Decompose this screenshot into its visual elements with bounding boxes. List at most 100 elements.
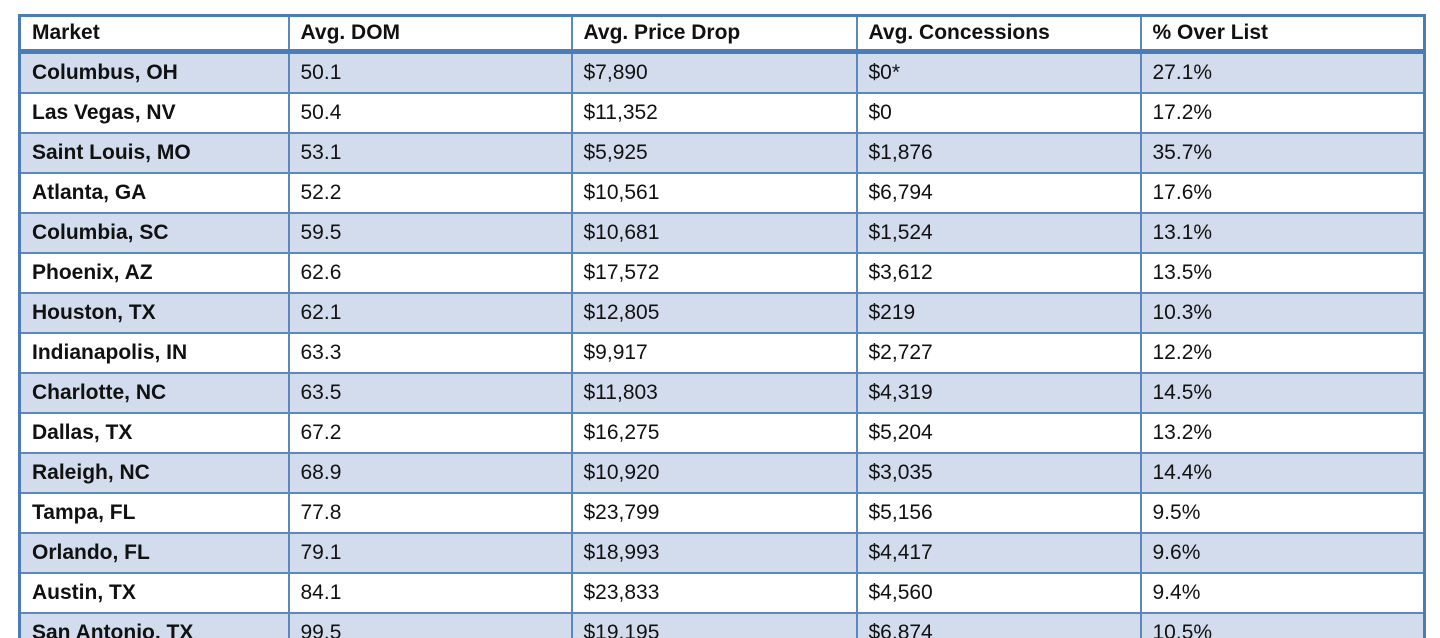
value-cell: 53.1: [287, 132, 573, 174]
value-cell: $0*: [855, 50, 1142, 94]
value-cell: $10,561: [570, 172, 858, 214]
value-cell: $4,560: [855, 572, 1142, 614]
value-cell: 99.5: [287, 612, 573, 638]
value-cell: $18,993: [570, 532, 858, 574]
value-cell: $1,876: [855, 132, 1142, 174]
value-cell: $4,319: [855, 372, 1142, 414]
value-cell: 13.1%: [1139, 212, 1426, 254]
table-row: Tampa, FL 77.8 $23,799 $5,156 9.5%: [18, 492, 1426, 534]
table-row: Columbus, OH 50.1 $7,890 $0* 27.1%: [18, 50, 1426, 94]
value-cell: $11,352: [570, 92, 858, 134]
value-cell: 79.1: [287, 532, 573, 574]
table-row: Dallas, TX 67.2 $16,275 $5,204 13.2%: [18, 412, 1426, 454]
market-cell: Tampa, FL: [18, 492, 290, 534]
table-row: Raleigh, NC 68.9 $10,920 $3,035 14.4%: [18, 452, 1426, 494]
value-cell: 14.4%: [1139, 452, 1426, 494]
value-cell: $4,417: [855, 532, 1142, 574]
market-cell: Houston, TX: [18, 292, 290, 334]
value-cell: 9.6%: [1139, 532, 1426, 574]
table-row: Las Vegas, NV 50.4 $11,352 $0 17.2%: [18, 92, 1426, 134]
value-cell: 63.5: [287, 372, 573, 414]
value-cell: 63.3: [287, 332, 573, 374]
column-header-avg-dom: Avg. DOM: [287, 14, 573, 54]
value-cell: 67.2: [287, 412, 573, 454]
market-cell: Saint Louis, MO: [18, 132, 290, 174]
value-cell: 68.9: [287, 452, 573, 494]
market-cell: Columbia, SC: [18, 212, 290, 254]
market-cell: Indianapolis, IN: [18, 332, 290, 374]
header-row: Market Avg. DOM Avg. Price Drop Avg. Conces…: [18, 14, 1426, 54]
value-cell: 9.5%: [1139, 492, 1426, 534]
table-row: Austin, TX 84.1 $23,833 $4,560 9.4%: [18, 572, 1426, 614]
value-cell: 14.5%: [1139, 372, 1426, 414]
column-header-market: Market: [18, 14, 290, 54]
value-cell: $2,727: [855, 332, 1142, 374]
value-cell: $3,612: [855, 252, 1142, 294]
value-cell: $219: [855, 292, 1142, 334]
value-cell: $11,803: [570, 372, 858, 414]
table-row: Atlanta, GA 52.2 $10,561 $6,794 17.6%: [18, 172, 1426, 214]
table-row: Saint Louis, MO 53.1 $5,925 $1,876 35.7%: [18, 132, 1426, 174]
value-cell: $16,275: [570, 412, 858, 454]
column-header-avg-price-drop: Avg. Price Drop: [570, 14, 858, 54]
value-cell: 17.2%: [1139, 92, 1426, 134]
table-row: Indianapolis, IN 63.3 $9,917 $2,727 12.2%: [18, 332, 1426, 374]
value-cell: 35.7%: [1139, 132, 1426, 174]
table-row: Phoenix, AZ 62.6 $17,572 $3,612 13.5%: [18, 252, 1426, 294]
value-cell: 17.6%: [1139, 172, 1426, 214]
value-cell: 10.3%: [1139, 292, 1426, 334]
value-cell: $1,524: [855, 212, 1142, 254]
value-cell: $10,920: [570, 452, 858, 494]
value-cell: 27.1%: [1139, 50, 1426, 94]
market-cell: Columbus, OH: [18, 50, 290, 94]
value-cell: $7,890: [570, 50, 858, 94]
value-cell: 10.5%: [1139, 612, 1426, 638]
value-cell: $19,195: [570, 612, 858, 638]
market-cell: Austin, TX: [18, 572, 290, 614]
market-metrics-table: Market Avg. DOM Avg. Price Drop Avg. Conces…: [18, 14, 1426, 638]
table-row: Houston, TX 62.1 $12,805 $219 10.3%: [18, 292, 1426, 334]
value-cell: 13.5%: [1139, 252, 1426, 294]
value-cell: $6,874: [855, 612, 1142, 638]
value-cell: $23,799: [570, 492, 858, 534]
value-cell: $17,572: [570, 252, 858, 294]
value-cell: 12.2%: [1139, 332, 1426, 374]
value-cell: 52.2: [287, 172, 573, 214]
market-cell: Las Vegas, NV: [18, 92, 290, 134]
value-cell: $9,917: [570, 332, 858, 374]
column-header-avg-concessions: Avg. Concessions: [855, 14, 1142, 54]
market-cell: Dallas, TX: [18, 412, 290, 454]
value-cell: $6,794: [855, 172, 1142, 214]
table-body: Columbus, OH 50.1 $7,890 $0* 27.1% Las Vegas,…: [18, 50, 1426, 638]
value-cell: 50.4: [287, 92, 573, 134]
value-cell: 62.1: [287, 292, 573, 334]
value-cell: $5,925: [570, 132, 858, 174]
market-cell: Orlando, FL: [18, 532, 290, 574]
market-cell: Phoenix, AZ: [18, 252, 290, 294]
market-cell: Charlotte, NC: [18, 372, 290, 414]
market-cell: San Antonio, TX: [18, 612, 290, 638]
value-cell: $5,156: [855, 492, 1142, 534]
table-row: Charlotte, NC 63.5 $11,803 $4,319 14.5%: [18, 372, 1426, 414]
value-cell: $5,204: [855, 412, 1142, 454]
market-cell: Atlanta, GA: [18, 172, 290, 214]
value-cell: $12,805: [570, 292, 858, 334]
value-cell: $3,035: [855, 452, 1142, 494]
value-cell: $10,681: [570, 212, 858, 254]
value-cell: 50.1: [287, 50, 573, 94]
market-cell: Raleigh, NC: [18, 452, 290, 494]
table-header: Market Avg. DOM Avg. Price Drop Avg. Conces…: [18, 14, 1426, 54]
value-cell: 84.1: [287, 572, 573, 614]
table-row: San Antonio, TX 99.5 $19,195 $6,874 10.5%: [18, 612, 1426, 638]
table-row: Orlando, FL 79.1 $18,993 $4,417 9.6%: [18, 532, 1426, 574]
value-cell: $23,833: [570, 572, 858, 614]
value-cell: $0: [855, 92, 1142, 134]
table-row: Columbia, SC 59.5 $10,681 $1,524 13.1%: [18, 212, 1426, 254]
value-cell: 59.5: [287, 212, 573, 254]
value-cell: 62.6: [287, 252, 573, 294]
value-cell: 13.2%: [1139, 412, 1426, 454]
value-cell: 9.4%: [1139, 572, 1426, 614]
value-cell: 77.8: [287, 492, 573, 534]
column-header-over-list: % Over List: [1139, 14, 1426, 54]
